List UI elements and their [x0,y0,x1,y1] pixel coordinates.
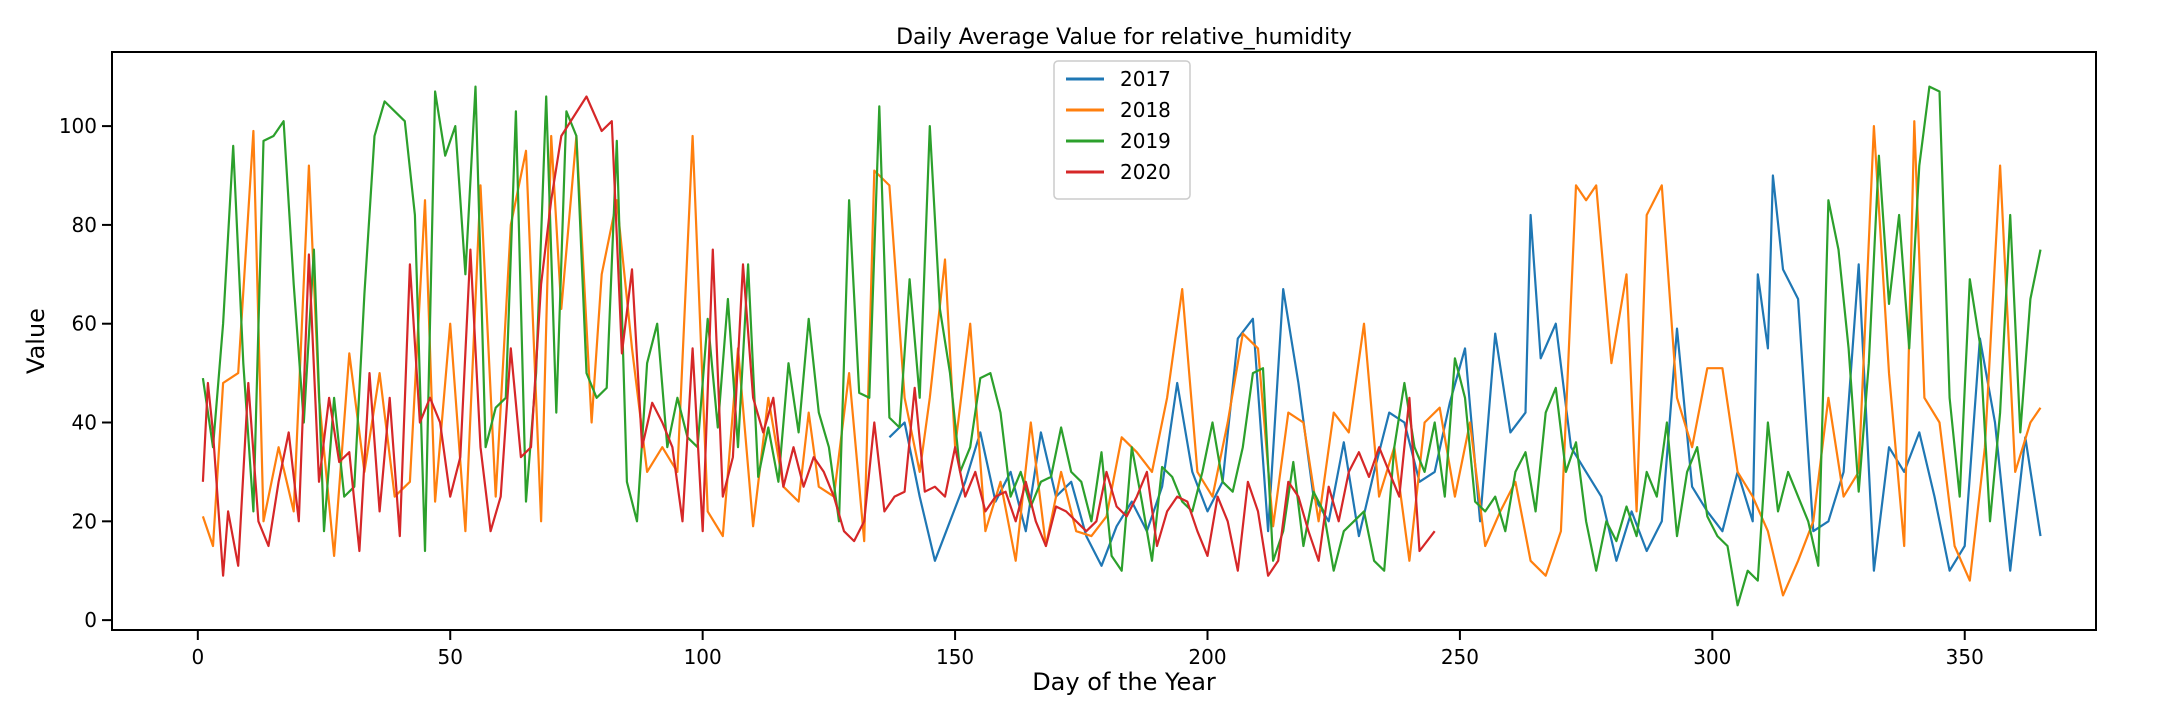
x-tick-label: 100 [684,645,722,669]
series-line-2018 [201,120,2042,597]
x-tick-label: 200 [1188,645,1226,669]
legend-label: 2018 [1120,98,1171,122]
chart-title: Daily Average Value for relative_humidit… [896,25,1352,50]
y-tick-label: 0 [84,608,97,632]
series-line-2020 [201,95,1436,577]
x-tick-label: 250 [1441,645,1479,669]
x-tick-label: 300 [1693,645,1731,669]
series-line-2019 [201,85,2042,607]
y-tick-label: 20 [72,509,97,533]
legend-label: 2017 [1120,67,1171,91]
x-tick-label: 0 [191,645,204,669]
y-axis-label: Value [22,308,50,374]
series-lines [201,85,2042,607]
y-tick-label: 80 [72,213,97,237]
y-axis: 0 20 40 60 80 100 [59,114,112,632]
legend: 2017 2018 2019 2020 [1053,60,1191,200]
x-axis-label: Day of the Year [1032,668,1216,696]
x-axis: 0 50 100 150 200 250 300 350 [191,630,1984,669]
x-tick-label: 150 [936,645,974,669]
y-tick-label: 60 [72,312,97,336]
y-tick-label: 100 [59,114,97,138]
legend-label: 2020 [1120,160,1171,184]
legend-box [1053,60,1191,200]
x-tick-label: 350 [1946,645,1984,669]
y-tick-label: 40 [72,411,97,435]
x-tick-label: 50 [438,645,463,669]
legend-label: 2019 [1120,129,1171,153]
plot-area-frame [111,51,2097,631]
